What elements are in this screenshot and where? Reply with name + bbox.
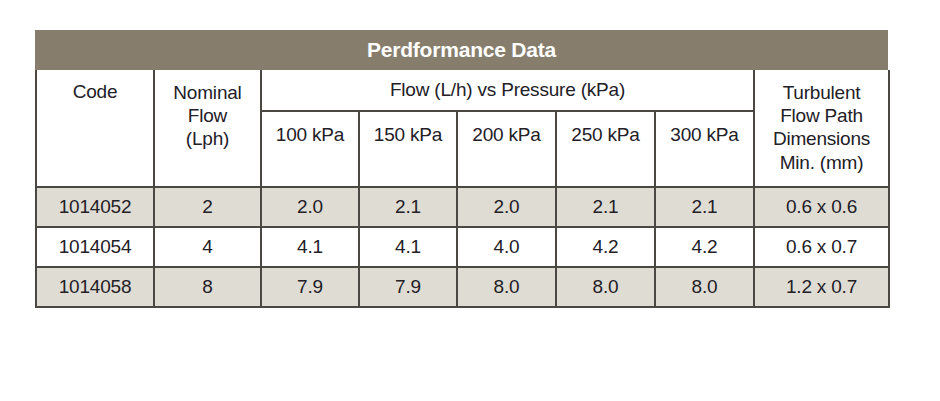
cell-code: 1014052 xyxy=(36,187,154,227)
header-pressure-200kpa: 200 kPa xyxy=(457,111,556,187)
cell-flow-150kpa: 4.1 xyxy=(359,227,457,267)
table-title: Perdformance Data xyxy=(367,38,556,61)
header-flow-vs-pressure-group: Flow (L/h) vs Pressure (kPa) xyxy=(261,70,754,111)
cell-flow-path-dimensions: 0.6 x 0.6 xyxy=(754,187,889,227)
page: Perdformance Data Code Nominal Flow (Lph… xyxy=(0,0,940,401)
header-pressure-300kpa: 300 kPa xyxy=(655,111,754,187)
header-pressure-100kpa: 100 kPa xyxy=(261,111,359,187)
header-code: Code xyxy=(36,70,154,187)
cell-code: 1014058 xyxy=(36,267,154,307)
cell-flow-100kpa: 7.9 xyxy=(261,267,359,307)
header-pressure-250kpa: 250 kPa xyxy=(556,111,655,187)
cell-nominal-flow: 8 xyxy=(154,267,261,307)
header-turbulent-flow-path: Turbulent Flow Path Dimensions Min. (mm) xyxy=(754,70,889,187)
cell-flow-path-dimensions: 1.2 x 0.7 xyxy=(754,267,889,307)
cell-flow-200kpa: 4.0 xyxy=(457,227,556,267)
table-title-bar: Perdformance Data xyxy=(35,30,888,70)
table-row: 1014054 4 4.1 4.1 4.0 4.2 4.2 0.6 x 0.7 xyxy=(36,227,889,267)
cell-flow-300kpa: 4.2 xyxy=(655,227,754,267)
header-nominal-flow: Nominal Flow (Lph) xyxy=(154,70,261,187)
cell-flow-300kpa: 2.1 xyxy=(655,187,754,227)
cell-code: 1014054 xyxy=(36,227,154,267)
cell-flow-250kpa: 8.0 xyxy=(556,267,655,307)
cell-flow-200kpa: 8.0 xyxy=(457,267,556,307)
cell-flow-100kpa: 4.1 xyxy=(261,227,359,267)
cell-nominal-flow: 2 xyxy=(154,187,261,227)
cell-flow-300kpa: 8.0 xyxy=(655,267,754,307)
cell-flow-100kpa: 2.0 xyxy=(261,187,359,227)
cell-flow-150kpa: 2.1 xyxy=(359,187,457,227)
cell-flow-200kpa: 2.0 xyxy=(457,187,556,227)
header-pressure-150kpa: 150 kPa xyxy=(359,111,457,187)
table-row: 1014052 2 2.0 2.1 2.0 2.1 2.1 0.6 x 0.6 xyxy=(36,187,889,227)
cell-flow-250kpa: 4.2 xyxy=(556,227,655,267)
cell-flow-150kpa: 7.9 xyxy=(359,267,457,307)
cell-flow-path-dimensions: 0.6 x 0.7 xyxy=(754,227,889,267)
table-row: 1014058 8 7.9 7.9 8.0 8.0 8.0 1.2 x 0.7 xyxy=(36,267,889,307)
cell-flow-250kpa: 2.1 xyxy=(556,187,655,227)
performance-data-table: Perdformance Data Code Nominal Flow (Lph… xyxy=(35,30,888,308)
cell-nominal-flow: 4 xyxy=(154,227,261,267)
data-grid: Code Nominal Flow (Lph) Flow (L/h) vs Pr… xyxy=(35,70,890,308)
